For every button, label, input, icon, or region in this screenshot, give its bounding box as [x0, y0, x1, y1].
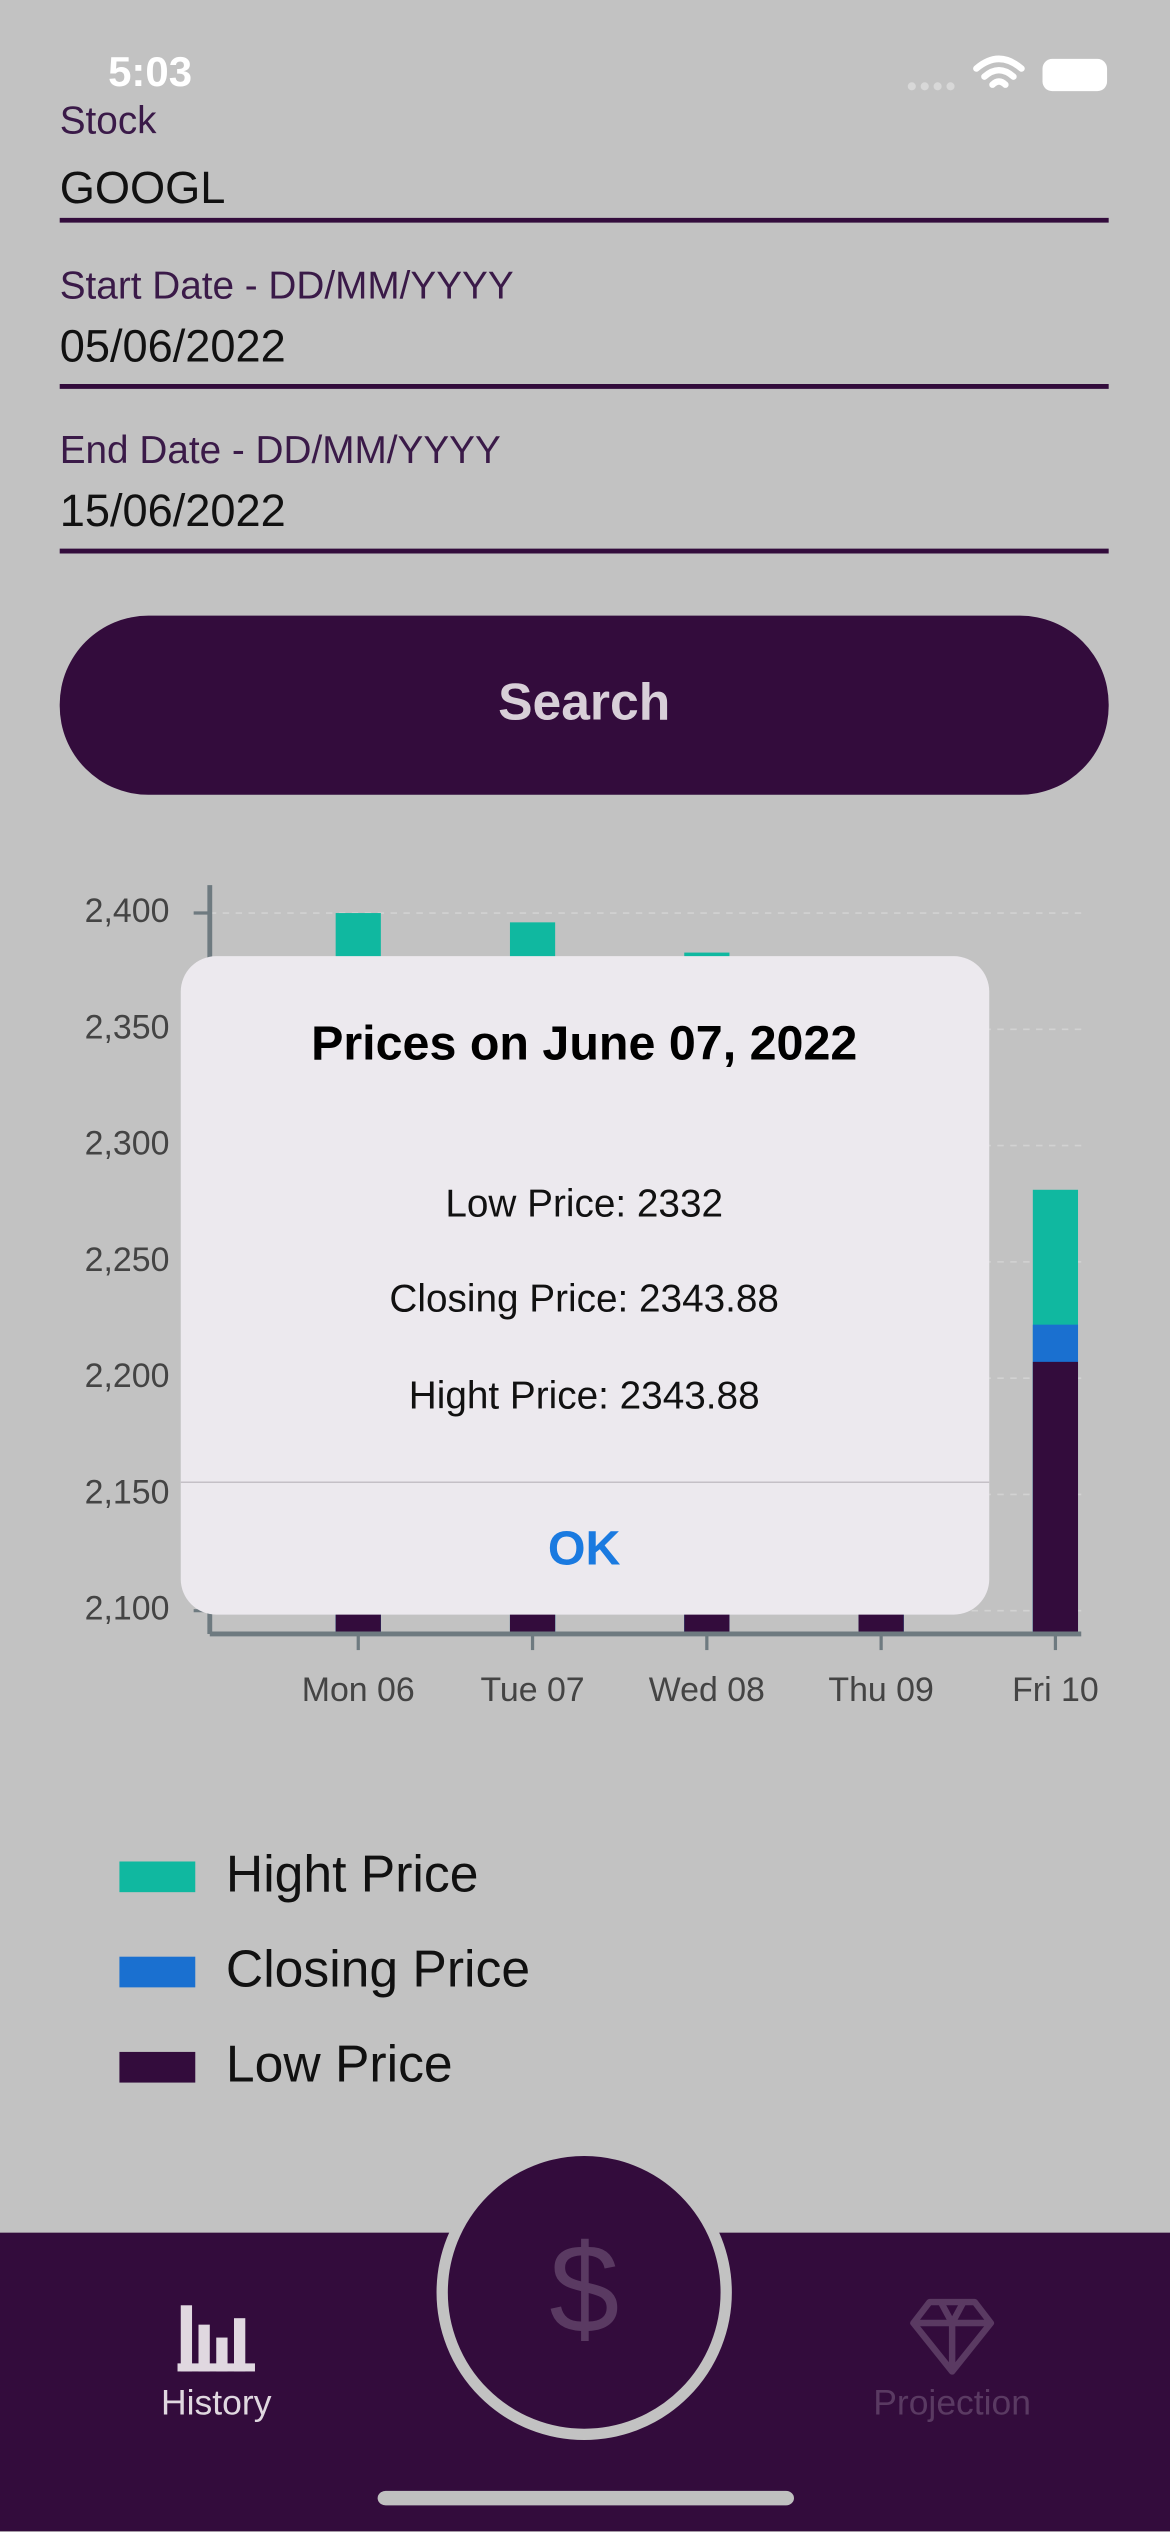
field-label: Start Date - DD/MM/YYYY [60, 264, 514, 307]
status-time: 5:03 [108, 48, 192, 95]
y-tick-label: 2,250 [85, 1241, 170, 1279]
form: Stock GOOGL Start Date - DD/MM/YYYY 05/0… [59, 100, 1109, 795]
legend-label: Low Price [226, 2035, 453, 2093]
field-label: Stock [60, 100, 157, 143]
dialog-line: Closing Price: 2343.88 [389, 1278, 779, 1321]
dialog-line: Low Price: 2332 [445, 1183, 723, 1226]
tab-label[interactable]: Projection [873, 2383, 1031, 2423]
dialog-title: Prices on June 07, 2022 [311, 1016, 857, 1070]
legend: Hight Price Closing Price Low Price [119, 1844, 530, 2093]
field-value[interactable]: GOOGL [60, 162, 226, 213]
field-label: End Date - DD/MM/YYYY [60, 429, 501, 472]
bar [1032, 1361, 1079, 1634]
dialog-box [180, 956, 990, 1615]
search-button-label[interactable]: Search [498, 673, 670, 731]
wifi-icon [973, 55, 1025, 88]
y-tick-label: 2,150 [85, 1473, 170, 1511]
x-tick-label: Mon 06 [302, 1671, 415, 1709]
history-icon[interactable] [177, 2305, 255, 2372]
dialog-ok-button[interactable]: OK [548, 1521, 621, 1575]
y-tick-label: 2,300 [85, 1125, 170, 1163]
search-button[interactable] [59, 615, 1109, 795]
projection-icon[interactable] [910, 2298, 995, 2375]
legend-swatch [119, 1956, 196, 1988]
center-button[interactable] [436, 2144, 732, 2441]
x-tick-label: Thu 09 [828, 1671, 933, 1709]
battery-icon [1042, 58, 1108, 92]
x-tick-label: Fri 10 [1012, 1671, 1099, 1709]
legend-swatch [119, 2051, 196, 2083]
legend-label: Closing Price [226, 1939, 530, 1997]
y-tick-label: 2,200 [85, 1357, 170, 1395]
center-icon[interactable]: $ [549, 2218, 619, 2359]
y-tick-label: 2,400 [85, 892, 170, 930]
home-indicator [377, 2490, 794, 2506]
field-value[interactable]: 05/06/2022 [60, 320, 286, 371]
y-tick-label: 2,350 [85, 1008, 170, 1046]
legend-label: Hight Price [226, 1844, 478, 1902]
field-value[interactable]: 15/06/2022 [60, 485, 286, 536]
x-tick-label: Tue 07 [480, 1671, 584, 1709]
tab-label[interactable]: History [161, 2383, 272, 2423]
tab-bar: $ History Projection [0, 2144, 1170, 2532]
legend-swatch [119, 1861, 196, 1893]
y-tick-label: 2,100 [85, 1590, 170, 1628]
x-tick-label: Wed 08 [649, 1671, 765, 1709]
dialog: Prices on June 07, 2022 Low Price: 2332 … [180, 956, 990, 1615]
dialog-line: Hight Price: 2343.88 [409, 1375, 760, 1418]
signal-icon [907, 82, 955, 91]
